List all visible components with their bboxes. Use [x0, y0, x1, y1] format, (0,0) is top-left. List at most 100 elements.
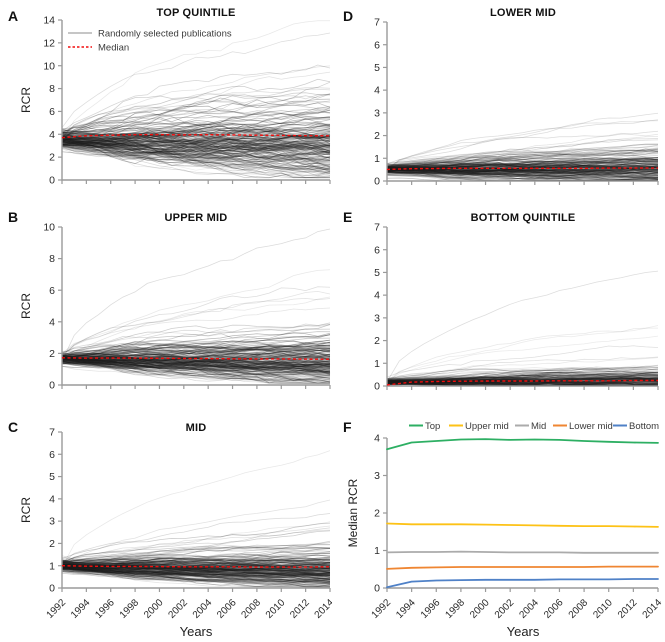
panel-top-quintile: A TOP QUINTILE RCR 0 2 4 6 8 10 12 14 Randomly … [0, 0, 332, 200]
publication-line [61, 357, 331, 368]
legend-label-upper-mid: Upper mid [465, 421, 509, 432]
panel-letter-a: A [8, 8, 18, 24]
publication-line [61, 567, 331, 583]
y-tick-label: 6 [374, 39, 380, 51]
publication-line [386, 335, 659, 382]
publication-line [386, 370, 659, 382]
publication-line [386, 156, 659, 170]
publication-line [61, 564, 331, 574]
publication-line [61, 568, 331, 582]
publication-line [61, 146, 330, 179]
publication-line [61, 564, 331, 578]
publication-line [61, 140, 331, 155]
y-tick-label: 6 [49, 449, 55, 461]
publication-line [61, 566, 331, 582]
publication-line [61, 139, 331, 157]
y-tick-label: 10 [43, 60, 55, 72]
publication-line [61, 360, 331, 381]
publication-line [386, 377, 659, 382]
panel-lower-mid: D LOWER MID 0 1 2 3 4 5 6 7 [333, 0, 665, 200]
publication-line [61, 78, 331, 140]
publication-line [61, 141, 331, 155]
publication-line [61, 357, 331, 366]
publication-line [61, 355, 331, 379]
publication-line [61, 136, 330, 168]
publication-line [61, 522, 331, 560]
publication-line [61, 566, 331, 577]
publication-line [61, 360, 330, 384]
publication-line [61, 563, 331, 588]
publication-line [61, 564, 331, 577]
publication-line [61, 359, 331, 372]
publication-line [61, 557, 331, 567]
publication-line [61, 353, 331, 368]
publication-line [61, 357, 331, 363]
publication-line [61, 563, 331, 569]
publication-line [386, 171, 659, 181]
publication-line [61, 139, 331, 153]
publication-line [61, 353, 331, 365]
publication-line [386, 372, 659, 383]
publication-line [61, 130, 331, 142]
publication-line [61, 450, 331, 568]
publication-line [61, 118, 331, 138]
publication-line [386, 163, 659, 180]
x-tick-label: 2002 [493, 597, 517, 621]
publication-line [386, 166, 658, 176]
publication-line [61, 556, 331, 563]
publication-line [386, 169, 659, 177]
publication-line [386, 161, 659, 167]
publication-line [61, 361, 331, 373]
publication-line [386, 167, 659, 181]
publication-line [61, 566, 331, 583]
publication-line [61, 346, 331, 358]
publication-line [387, 375, 659, 385]
y-tick-label: 7 [374, 222, 380, 234]
publication-line [61, 341, 331, 361]
publication-line [61, 136, 331, 162]
y-tick-label: 1 [49, 560, 55, 572]
publication-line [61, 513, 331, 564]
publication-line [61, 71, 331, 139]
publication-line [61, 136, 331, 171]
panel-f-x-axis-label: Years [507, 624, 540, 639]
publication-line [61, 122, 331, 140]
publication-line [61, 135, 331, 145]
y-tick-label: 4 [49, 493, 55, 505]
publication-line [61, 133, 331, 148]
publication-line [61, 131, 331, 143]
publication-line [387, 379, 658, 387]
x-tick-label: 2004 [517, 597, 541, 621]
publication-line [386, 382, 658, 387]
publication-line [61, 359, 331, 375]
publication-line [386, 165, 659, 180]
publication-line [61, 104, 331, 134]
publication-line [61, 568, 331, 576]
publication-line [61, 135, 330, 172]
x-tick-label: 2004 [191, 597, 215, 621]
publication-line [61, 566, 331, 586]
publication-line [386, 379, 659, 386]
publication-line [61, 559, 331, 567]
panel-b-title: UPPER MID [165, 212, 228, 224]
publication-line [61, 134, 331, 148]
publication-line [61, 563, 331, 586]
publication-line [386, 379, 659, 387]
publication-line [61, 353, 331, 363]
publication-line [61, 323, 331, 355]
publication-line [386, 143, 659, 168]
publication-line [61, 567, 331, 575]
publication-line [386, 160, 659, 168]
publication-line [61, 145, 331, 167]
publication-line [61, 130, 331, 171]
publication-line [61, 562, 331, 580]
y-tick-label: 3 [49, 516, 55, 528]
publication-line [61, 133, 331, 153]
panel-f-plot-area: 0 1 2 3 4 1992 1994 1996 1998 2000 2002 2004 2006 200… [370, 433, 665, 621]
publication-line [61, 499, 331, 570]
publication-line [386, 367, 658, 379]
median-line [61, 565, 331, 568]
publication-line [61, 360, 330, 384]
publication-line [61, 355, 331, 374]
publication-line [61, 64, 331, 132]
